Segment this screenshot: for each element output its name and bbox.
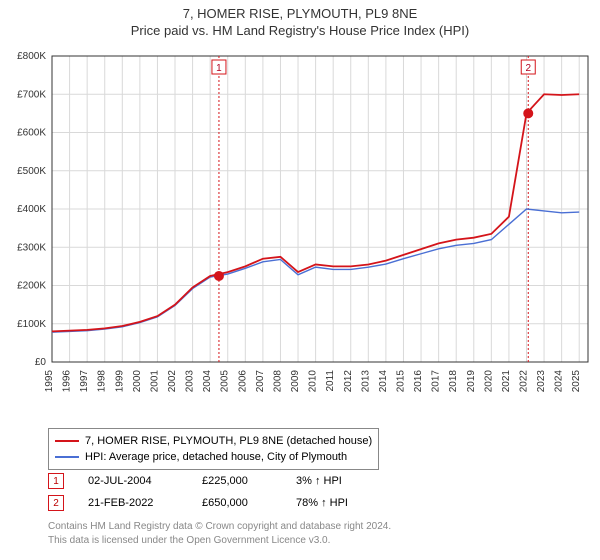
svg-text:1999: 1999 [114, 370, 125, 393]
svg-text:1: 1 [216, 63, 222, 74]
svg-text:£200K: £200K [17, 281, 46, 292]
svg-text:2001: 2001 [149, 370, 160, 393]
svg-text:2013: 2013 [360, 370, 371, 393]
svg-text:2010: 2010 [308, 370, 319, 393]
legend: 7, HOMER RISE, PLYMOUTH, PL9 8NE (detach… [48, 428, 379, 470]
svg-text:2016: 2016 [413, 370, 424, 393]
legend-swatch [55, 440, 79, 442]
svg-text:2025: 2025 [571, 370, 582, 393]
svg-text:2017: 2017 [431, 370, 442, 393]
svg-text:2019: 2019 [466, 370, 477, 393]
title-line-1: 7, HOMER RISE, PLYMOUTH, PL9 8NE [0, 6, 600, 21]
svg-text:1995: 1995 [44, 370, 55, 393]
sales-table: 1 02-JUL-2004 £225,000 3% ↑ HPI 2 21-FEB-2022… [48, 470, 376, 514]
svg-text:1997: 1997 [79, 370, 90, 393]
svg-text:2008: 2008 [272, 370, 283, 393]
svg-text:2004: 2004 [202, 370, 213, 393]
svg-text:£600K: £600K [17, 128, 46, 139]
sale-price: £650,000 [202, 497, 272, 509]
svg-text:£100K: £100K [17, 319, 46, 330]
svg-text:2015: 2015 [395, 370, 406, 393]
sale-date: 21-FEB-2022 [88, 497, 178, 509]
legend-item: 7, HOMER RISE, PLYMOUTH, PL9 8NE (detach… [55, 433, 372, 449]
svg-text:£300K: £300K [17, 242, 46, 253]
svg-text:2011: 2011 [325, 370, 336, 392]
svg-text:2: 2 [525, 63, 531, 74]
legend-swatch [55, 456, 79, 458]
footer-line-2: This data is licensed under the Open Gov… [48, 534, 391, 548]
svg-text:2002: 2002 [167, 370, 178, 393]
svg-text:2023: 2023 [536, 370, 547, 393]
svg-text:1996: 1996 [62, 370, 73, 393]
svg-text:2014: 2014 [378, 370, 389, 393]
svg-text:2022: 2022 [518, 370, 529, 393]
footer-line-1: Contains HM Land Registry data © Crown c… [48, 520, 391, 534]
sale-marker-box: 1 [48, 473, 64, 489]
price-chart: £0 £100K £200K £300K £400K £500K £600K £700K £80… [0, 48, 600, 418]
svg-text:2005: 2005 [220, 370, 231, 393]
sale-row: 1 02-JUL-2004 £225,000 3% ↑ HPI [48, 470, 376, 492]
svg-text:2021: 2021 [501, 370, 512, 393]
svg-text:2007: 2007 [255, 370, 266, 393]
sale-row: 2 21-FEB-2022 £650,000 78% ↑ HPI [48, 492, 376, 514]
legend-label: HPI: Average price, detached house, City… [85, 449, 347, 465]
svg-text:2009: 2009 [290, 370, 301, 393]
svg-text:2012: 2012 [343, 370, 354, 393]
svg-text:£700K: £700K [17, 89, 46, 100]
svg-text:£400K: £400K [17, 204, 46, 215]
svg-text:2020: 2020 [483, 370, 494, 393]
svg-text:2006: 2006 [237, 370, 248, 393]
svg-text:2024: 2024 [554, 370, 565, 393]
sale-marker-box: 2 [48, 495, 64, 511]
svg-text:2003: 2003 [185, 370, 196, 393]
svg-text:£800K: £800K [17, 51, 46, 62]
chart-title-block: 7, HOMER RISE, PLYMOUTH, PL9 8NE Price p… [0, 0, 600, 38]
footer-attribution: Contains HM Land Registry data © Crown c… [48, 520, 391, 548]
legend-item: HPI: Average price, detached house, City… [55, 449, 372, 465]
legend-label: 7, HOMER RISE, PLYMOUTH, PL9 8NE (detach… [85, 433, 372, 449]
svg-text:£0: £0 [35, 357, 47, 368]
svg-text:2000: 2000 [132, 370, 143, 393]
sale-price: £225,000 [202, 475, 272, 487]
sale-date: 02-JUL-2004 [88, 475, 178, 487]
svg-text:1998: 1998 [97, 370, 108, 393]
sale-pct: 3% ↑ HPI [296, 475, 376, 487]
title-line-2: Price paid vs. HM Land Registry's House … [0, 23, 600, 38]
sale-pct: 78% ↑ HPI [296, 497, 376, 509]
svg-text:£500K: £500K [17, 166, 46, 177]
svg-text:2018: 2018 [448, 370, 459, 393]
